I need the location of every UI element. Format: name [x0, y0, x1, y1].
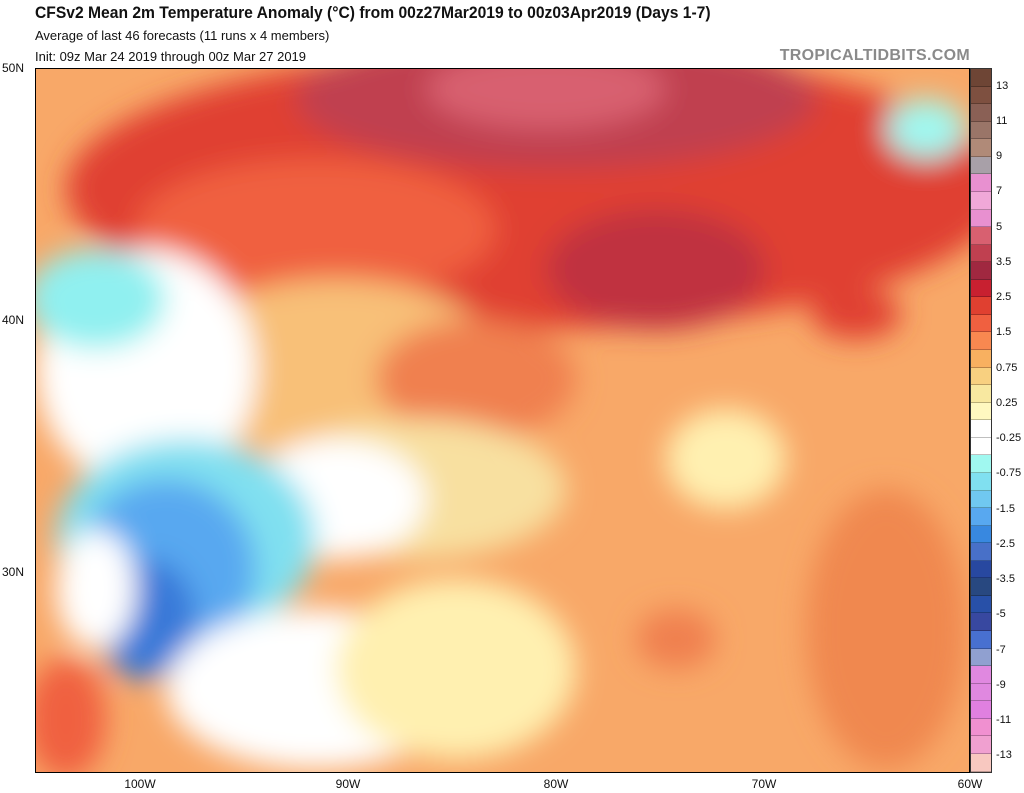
- colorbar-label: -3.5: [996, 573, 1015, 586]
- colorbar-swatch: [971, 420, 991, 438]
- colorbar-label: 11: [996, 114, 1008, 127]
- colorbar-swatch: [971, 683, 991, 702]
- lat-label-50n: 50N: [2, 61, 25, 75]
- colorbar-label: -5: [996, 608, 1006, 621]
- colorbar-swatch: [971, 332, 991, 350]
- colorbar-label: -13: [996, 749, 1012, 762]
- colorbar-swatch: [971, 648, 991, 667]
- colorbar-swatch: [971, 718, 991, 737]
- colorbar-label: 7: [996, 185, 1003, 198]
- colorbar-swatch: [971, 156, 991, 175]
- colorbar-label: -1.5: [996, 502, 1015, 515]
- colorbar-swatch: [971, 297, 991, 315]
- colorbar-swatch: [971, 525, 991, 544]
- colorbar-label: -9: [996, 678, 1006, 691]
- watermark: TROPICALTIDBITS.COM: [779, 47, 970, 64]
- colorbar-swatch: [971, 508, 991, 526]
- colorbar-swatch: [971, 191, 991, 210]
- colorbar-label: 0.75: [996, 361, 1018, 374]
- colorbar-swatch: [971, 174, 991, 192]
- lon-label-100w: 100W: [124, 777, 156, 791]
- colorbar-swatch: [971, 472, 991, 491]
- colorbar-label: -0.25: [996, 432, 1022, 445]
- colorbar-swatch: [971, 244, 991, 263]
- colorbar-label: 2.5: [996, 291, 1012, 304]
- colorbar-swatch: [971, 490, 991, 509]
- colorbar-swatch: [971, 209, 991, 228]
- colorbar: [970, 68, 992, 773]
- colorbar-swatch: [971, 753, 991, 772]
- colorbar-swatch: [971, 437, 991, 456]
- colorbar-label: 9: [996, 150, 1003, 163]
- colorbar-swatch: [971, 279, 991, 298]
- colorbar-swatch: [971, 86, 991, 105]
- colorbar-swatch: [971, 314, 991, 333]
- lon-label-70w: 70W: [751, 777, 777, 791]
- colorbar-label: -7: [996, 643, 1006, 656]
- colorbar-swatch: [971, 139, 991, 157]
- anomaly-field: [36, 69, 969, 772]
- colorbar-swatch: [971, 701, 991, 719]
- colorbar-swatch: [971, 613, 991, 631]
- lon-label-60w: 60W: [957, 777, 983, 791]
- colorbar-label: 1.5: [996, 326, 1012, 339]
- lon-label-80w: 80W: [543, 777, 569, 791]
- colorbar-label: 0.25: [996, 396, 1018, 409]
- init-time: Init: 09z Mar 24 2019 through 00z Mar 27…: [35, 49, 307, 64]
- colorbar-swatch: [971, 385, 991, 403]
- colorbar-swatch: [971, 578, 991, 596]
- temperature-anomaly-map: [35, 68, 970, 773]
- colorbar-label: 3.5: [996, 255, 1012, 268]
- colorbar-label: 13: [996, 79, 1009, 92]
- map-title: CFSv2 Mean 2m Temperature Anomaly (°C) f…: [35, 3, 711, 22]
- colorbar-swatch: [971, 736, 991, 754]
- lon-label-90w: 90W: [335, 777, 361, 791]
- colorbar-swatch: [971, 631, 991, 649]
- colorbar-swatch: [971, 560, 991, 579]
- colorbar-swatch: [971, 543, 991, 561]
- colorbar-swatch: [971, 455, 991, 473]
- colorbar-swatch: [971, 666, 991, 684]
- lat-label-40n: 40N: [2, 313, 25, 327]
- colorbar-swatch: [971, 69, 991, 87]
- colorbar-label: -11: [996, 714, 1012, 727]
- colorbar-swatch: [971, 350, 991, 368]
- colorbar-label: -2.5: [996, 537, 1015, 550]
- colorbar-swatch: [971, 595, 991, 614]
- colorbar-swatch: [971, 104, 991, 122]
- colorbar-label: -0.75: [996, 467, 1022, 480]
- lat-label-30n: 30N: [2, 565, 25, 579]
- colorbar-swatch: [971, 227, 991, 245]
- colorbar-swatch: [971, 367, 991, 386]
- colorbar-label: 5: [996, 220, 1003, 233]
- colorbar-swatch: [971, 402, 991, 421]
- colorbar-swatch: [971, 262, 991, 280]
- colorbar-swatch: [971, 121, 991, 140]
- map-subtitle: Average of last 46 forecasts (11 runs x …: [35, 28, 330, 43]
